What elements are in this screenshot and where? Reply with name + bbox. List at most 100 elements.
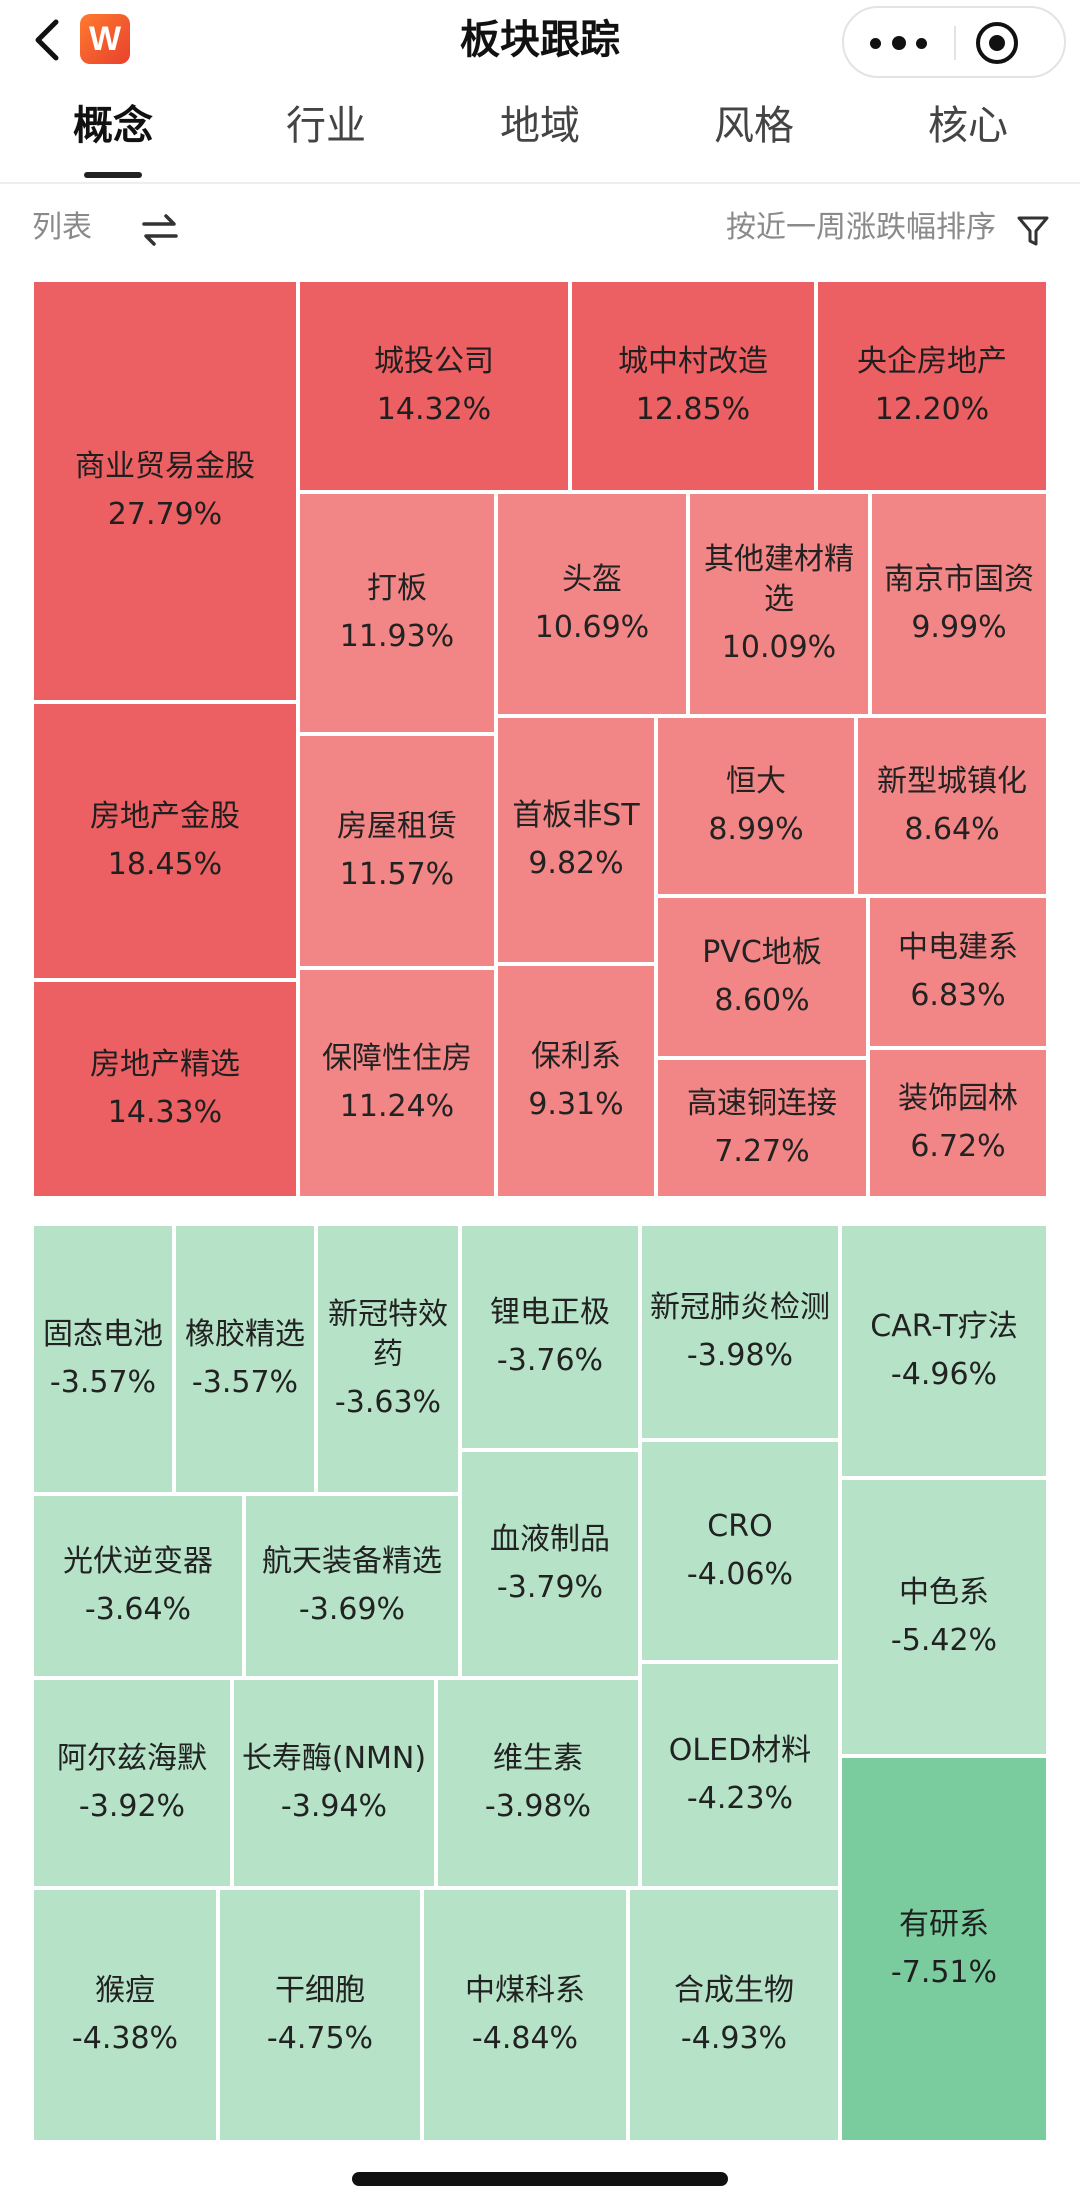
heatmap-tile[interactable]: PVC地板 8.60%	[656, 896, 868, 1058]
tile-name: 有研系	[899, 1907, 989, 1942]
heatmap-tile[interactable]: 房地产金股 18.45%	[32, 702, 298, 980]
list-view-button[interactable]: 列表	[32, 210, 92, 245]
tile-name: 橡胶精选	[185, 1317, 305, 1352]
more-options-button[interactable]	[870, 30, 940, 56]
tab-industry[interactable]: 行业	[286, 103, 366, 149]
heatmap-tile[interactable]: 橡胶精选 -3.57%	[174, 1224, 316, 1494]
heatmap-tile[interactable]: 血液制品 -3.79%	[460, 1450, 640, 1678]
heatmap-tile[interactable]: 中电建系 6.83%	[868, 896, 1048, 1048]
heatmap-tile[interactable]: 维生素 -3.98%	[436, 1678, 640, 1888]
tile-name: 光伏逆变器	[63, 1544, 213, 1579]
heatmap-tile[interactable]: 首板非ST 9.82%	[496, 716, 656, 964]
tile-change: 10.69%	[534, 610, 650, 645]
tile-name: 锂电正极	[490, 1295, 610, 1330]
tile-change: 14.33%	[107, 1095, 223, 1130]
heatmap-tile[interactable]: 其他建材精选 10.09%	[688, 492, 870, 716]
home-indicator[interactable]	[352, 2172, 728, 2186]
tile-name: 维生素	[493, 1741, 583, 1776]
tile-name: 中色系	[899, 1575, 989, 1610]
tile-change: -3.98%	[484, 1789, 592, 1824]
tile-change: 8.60%	[714, 983, 810, 1018]
filter-icon[interactable]	[1016, 214, 1050, 248]
heatmap-tile[interactable]: 头盔 10.69%	[496, 492, 688, 716]
tile-change: 11.24%	[339, 1089, 455, 1124]
heatmap-tile[interactable]: 房屋租赁 11.57%	[298, 734, 496, 968]
tile-name: 中煤科系	[465, 1973, 585, 2008]
heatmap-tile[interactable]: 猴痘 -4.38%	[32, 1888, 218, 2142]
tile-name: 保利系	[531, 1039, 621, 1074]
heatmap-tile[interactable]: 有研系 -7.51%	[840, 1756, 1048, 2142]
heatmap-tile[interactable]: 南京市国资 9.99%	[870, 492, 1048, 716]
tile-name: 合成生物	[674, 1973, 794, 2008]
tile-change: 12.85%	[635, 392, 751, 427]
tile-change: 11.93%	[339, 619, 455, 654]
heatmap-tile[interactable]: 合成生物 -4.93%	[628, 1888, 840, 2142]
tile-name: 猴痘	[95, 1973, 155, 2008]
heatmap-tile[interactable]: 干细胞 -4.75%	[218, 1888, 422, 2142]
heatmap-tile[interactable]: 新冠特效药 -3.63%	[316, 1224, 460, 1494]
tile-name: 新型城镇化	[877, 764, 1027, 799]
heatmap-tile[interactable]: 房地产精选 14.33%	[32, 980, 298, 1198]
heatmap-tile[interactable]: 中煤科系 -4.84%	[422, 1888, 628, 2142]
tile-change: -4.75%	[266, 2021, 374, 2056]
tab-concept[interactable]: 概念	[73, 103, 153, 149]
switch-view-icon[interactable]	[140, 212, 180, 248]
heatmap-tile[interactable]: 高速铜连接 7.27%	[656, 1058, 868, 1198]
heatmap-tile[interactable]: 航天装备精选 -3.69%	[244, 1494, 460, 1678]
heatmap-tile[interactable]: 打板 11.93%	[298, 492, 496, 734]
tile-change: -3.92%	[78, 1789, 186, 1824]
heatmap-tile[interactable]: 恒大 8.99%	[656, 716, 856, 896]
tile-name: 高速铜连接	[687, 1086, 837, 1121]
tab-region[interactable]: 地域	[500, 103, 580, 149]
heatmap-tile[interactable]: CAR-T疗法 -4.96%	[840, 1224, 1048, 1478]
back-button[interactable]	[28, 18, 68, 62]
heatmap-tile[interactable]: 新型城镇化 8.64%	[856, 716, 1048, 896]
close-mini-program-button[interactable]	[974, 20, 1020, 66]
tile-change: -4.96%	[890, 1357, 998, 1392]
tile-name: OLED材料	[668, 1733, 812, 1768]
tab-core[interactable]: 核心	[928, 103, 1008, 149]
header-bar: W 板块跟踪	[0, 0, 1080, 80]
more-dot-icon	[892, 36, 906, 50]
tile-name: CAR-T疗法	[870, 1309, 1018, 1344]
heatmap-tile[interactable]: 固态电池 -3.57%	[32, 1224, 174, 1494]
heatmap-tile[interactable]: 装饰园林 6.72%	[868, 1048, 1048, 1198]
tile-name: 房地产金股	[90, 799, 240, 834]
category-tabs: 概念 行业 地域 风格 核心	[0, 98, 1080, 178]
tile-change: -3.57%	[49, 1365, 157, 1400]
tile-name: 干细胞	[275, 1973, 365, 2008]
tile-change: -4.23%	[686, 1781, 794, 1816]
tile-name: 保障性住房	[322, 1041, 472, 1076]
tile-name: 房地产精选	[90, 1047, 240, 1082]
more-dot-icon	[916, 38, 927, 49]
more-dot-icon	[870, 38, 881, 49]
tile-name: 长寿酶(NMN)	[241, 1741, 427, 1776]
tab-style[interactable]: 风格	[714, 103, 794, 149]
heatmap-tile[interactable]: 阿尔兹海默 -3.92%	[32, 1678, 232, 1888]
tile-name: 打板	[367, 571, 427, 606]
heatmap-tile[interactable]: 央企房地产 12.20%	[816, 280, 1048, 492]
tile-name: 新冠特效药	[328, 1297, 448, 1372]
heatmap-tile[interactable]: 城中村改造 12.85%	[570, 280, 816, 492]
tile-name: 其他建材精选	[704, 542, 854, 617]
heatmap-tile[interactable]: 中色系 -5.42%	[840, 1478, 1048, 1756]
heatmap-tile[interactable]: OLED材料 -4.23%	[640, 1662, 840, 1888]
app-logo: W	[80, 14, 130, 64]
tile-change: -3.69%	[298, 1592, 406, 1627]
tile-change: 10.09%	[721, 630, 837, 665]
heatmap-tile[interactable]: 城投公司 14.32%	[298, 280, 570, 492]
heatmap-tile[interactable]: 光伏逆变器 -3.64%	[32, 1494, 244, 1678]
heatmap-tile[interactable]: 锂电正极 -3.76%	[460, 1224, 640, 1450]
tile-name: 恒大	[726, 764, 786, 799]
heatmap-tile[interactable]: CRO -4.06%	[640, 1440, 840, 1662]
tile-change: 8.64%	[904, 812, 1000, 847]
heatmap-tile[interactable]: 商业贸易金股 27.79%	[32, 280, 298, 702]
heatmap-tile[interactable]: 保障性住房 11.24%	[298, 968, 496, 1198]
heatmap-tile[interactable]: 新冠肺炎检测 -3.98%	[640, 1224, 840, 1440]
tile-change: 8.99%	[708, 812, 804, 847]
heatmap-tile[interactable]: 长寿酶(NMN) -3.94%	[232, 1678, 436, 1888]
heatmap-tile[interactable]: 保利系 9.31%	[496, 964, 656, 1198]
tile-name: 航天装备精选	[262, 1544, 442, 1579]
sort-mode-label[interactable]: 按近一周涨跌幅排序	[726, 210, 996, 245]
tile-change: -3.94%	[280, 1789, 388, 1824]
